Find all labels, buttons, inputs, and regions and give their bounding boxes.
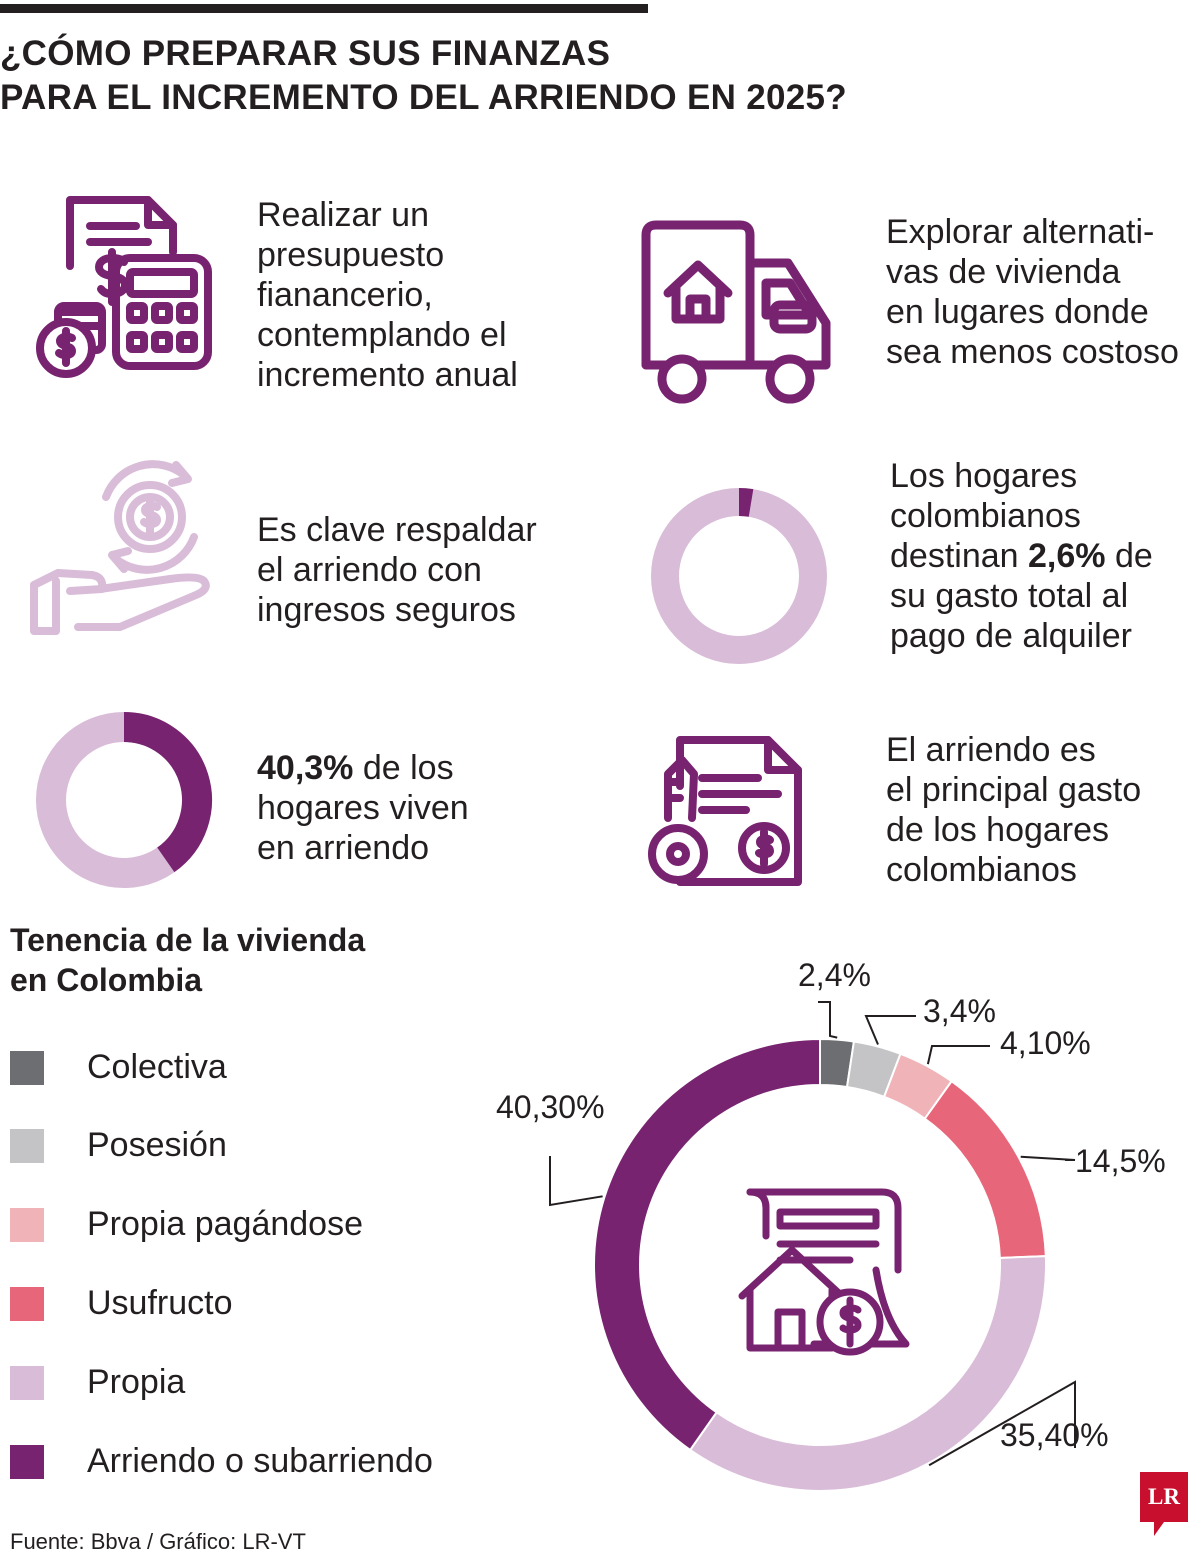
legend-label-usufructo: Usufructo bbox=[87, 1284, 233, 1322]
tenure-leader-lines bbox=[549, 1001, 1076, 1467]
stat-rent-spend-highlight: 2,6% bbox=[1028, 537, 1106, 575]
renters-donut-arc bbox=[123, 712, 212, 873]
tenure-donut-chart: 2,4% 3,4%4,10% 14,5% 35,40% 40,30% bbox=[496, 957, 1166, 1492]
leader-colectiva bbox=[818, 1001, 838, 1039]
lr-logo: LR bbox=[1140, 1472, 1188, 1536]
stat-rent-spend-line-4: su gasto total al bbox=[890, 577, 1129, 615]
legend-label-propia: Propia bbox=[87, 1363, 186, 1401]
slice-propia bbox=[688, 1255, 1047, 1492]
tip-income-text: Es clave respaldar el arriendo con ingre… bbox=[257, 510, 537, 630]
legend-swatch-propia-pagandose bbox=[10, 1208, 44, 1242]
tip-budget-line-3: fianancerio, bbox=[257, 276, 433, 314]
stat-rent-spend-line-1: Los hogares bbox=[890, 457, 1078, 495]
tip-contract-line-3: de los hogares bbox=[886, 811, 1110, 849]
tip-contract-line-4: colombianos bbox=[886, 851, 1077, 889]
stat-rent-spend-line-2: colombianos bbox=[890, 497, 1081, 535]
moving-truck-icon bbox=[641, 220, 831, 404]
tip-income-line-2: el arriendo con bbox=[257, 551, 482, 589]
legend-label-posesion: Posesión bbox=[87, 1126, 227, 1164]
leader-propia bbox=[928, 1380, 1076, 1467]
rent-spend-donut bbox=[651, 488, 827, 664]
tip-truck-line-2: vas de vivienda bbox=[886, 253, 1121, 291]
tip-truck-line-3: en lugares donde bbox=[886, 293, 1149, 331]
tip-contract-line-2: el principal gasto bbox=[886, 771, 1142, 809]
data-label-arriendo: 40,30% bbox=[496, 1089, 605, 1125]
stat-renters-line-1: 40,3% de los bbox=[257, 748, 469, 788]
top-rule bbox=[0, 4, 648, 13]
legend-swatch-colectiva bbox=[10, 1051, 44, 1085]
hand-money-cycle-icon bbox=[30, 460, 210, 635]
stat-renters-highlight: 40,3% bbox=[257, 749, 354, 787]
stat-rent-spend-pre: destinan bbox=[890, 537, 1028, 575]
tenure-data-labels: 2,4% 3,4%4,10% 14,5% 35,40% 40,30% bbox=[496, 957, 1166, 1453]
legend-swatch-propia bbox=[10, 1366, 44, 1400]
tip-income-line-1: Es clave respaldar bbox=[257, 511, 537, 549]
stat-rent-spend-text: Los hogares colombianos destinan 2,6% de… bbox=[890, 456, 1153, 656]
stat-rent-spend-line-5: pago de alquiler bbox=[890, 617, 1132, 655]
tip-budget-line-1: Realizar un bbox=[257, 196, 429, 234]
tip-truck-text: Explorar alternati- vas de vivienda en l… bbox=[886, 212, 1179, 372]
leader-posesion bbox=[864, 1015, 916, 1045]
title-line-2: PARA EL INCREMENTO DEL ARRIENDO EN 2025? bbox=[0, 78, 847, 117]
legend-swatch-arriendo bbox=[10, 1445, 44, 1479]
stat-renters-post: de los bbox=[353, 749, 454, 787]
stat-renters-line-3: en arriendo bbox=[257, 829, 430, 867]
leader-arriendo bbox=[549, 1156, 603, 1207]
tip-income-line-3: ingresos seguros bbox=[257, 591, 516, 629]
chart-title-line-2: en Colombia bbox=[10, 962, 203, 998]
rent-contract-key-icon bbox=[648, 736, 802, 886]
budget-calculator-icon bbox=[36, 196, 212, 378]
data-label-propia-pagandose: 4,10% bbox=[1000, 1025, 1091, 1061]
stat-rent-spend-line-3: destinan 2,6% de bbox=[890, 536, 1153, 576]
stat-rent-spend-post: de bbox=[1105, 537, 1153, 575]
data-label-propia: 35,40% bbox=[1000, 1417, 1109, 1453]
house-contract-icon bbox=[738, 1188, 910, 1356]
legend-swatch-posesion bbox=[10, 1129, 44, 1163]
title-line-1: ¿CÓMO PREPARAR SUS FINANZAS bbox=[0, 34, 611, 73]
chart-title: Tenencia de la vivienda en Colombia bbox=[10, 920, 450, 1000]
rent-spend-donut-arc bbox=[738, 488, 754, 517]
tip-contract-text: El arriendo es el principal gasto de los… bbox=[886, 730, 1141, 890]
tip-truck-line-1: Explorar alternati- bbox=[886, 213, 1155, 251]
data-label-usufructo: 14,5% bbox=[1075, 1143, 1166, 1179]
data-label-colectiva: 2,4% bbox=[798, 957, 871, 993]
legend-swatch-usufructo bbox=[10, 1287, 44, 1321]
source-credit: Fuente: Bbva / Gráfico: LR-VT bbox=[10, 1529, 306, 1554]
slice-arriendo bbox=[593, 1037, 821, 1452]
legend-label-arriendo: Arriendo o subarriendo bbox=[87, 1442, 433, 1480]
tip-budget-line-4: contemplando el bbox=[257, 316, 507, 354]
data-label-posesion: 3,4% bbox=[923, 993, 996, 1029]
tip-budget-text: Realizar un presupuesto fianancerio, con… bbox=[257, 195, 518, 395]
chart-title-line-1: Tenencia de la vivienda bbox=[10, 922, 366, 958]
tip-budget-line-5: incremento anual bbox=[257, 356, 518, 394]
stat-renters-text: 40,3% de los hogares viven en arriendo bbox=[257, 748, 469, 868]
legend-label-colectiva: Colectiva bbox=[87, 1048, 227, 1086]
tip-truck-line-4: sea menos costoso bbox=[886, 333, 1179, 371]
tip-contract-line-1: El arriendo es bbox=[886, 731, 1096, 769]
leader-propia-pagandose bbox=[926, 1045, 990, 1065]
leader-usufructo bbox=[1020, 1155, 1076, 1161]
stat-renters-line-2: hogares viven bbox=[257, 789, 469, 827]
slice-usufructo bbox=[923, 1079, 1047, 1259]
tip-budget-line-2: presupuesto bbox=[257, 236, 445, 274]
tenure-donut-slices bbox=[593, 1037, 1047, 1492]
renters-donut bbox=[36, 712, 212, 888]
page-title: ¿CÓMO PREPARAR SUS FINANZAS PARA EL INCR… bbox=[0, 32, 1180, 120]
rent-spend-donut-track bbox=[651, 488, 827, 664]
legend-label-propia-pagandose: Propia pagándose bbox=[87, 1205, 364, 1243]
